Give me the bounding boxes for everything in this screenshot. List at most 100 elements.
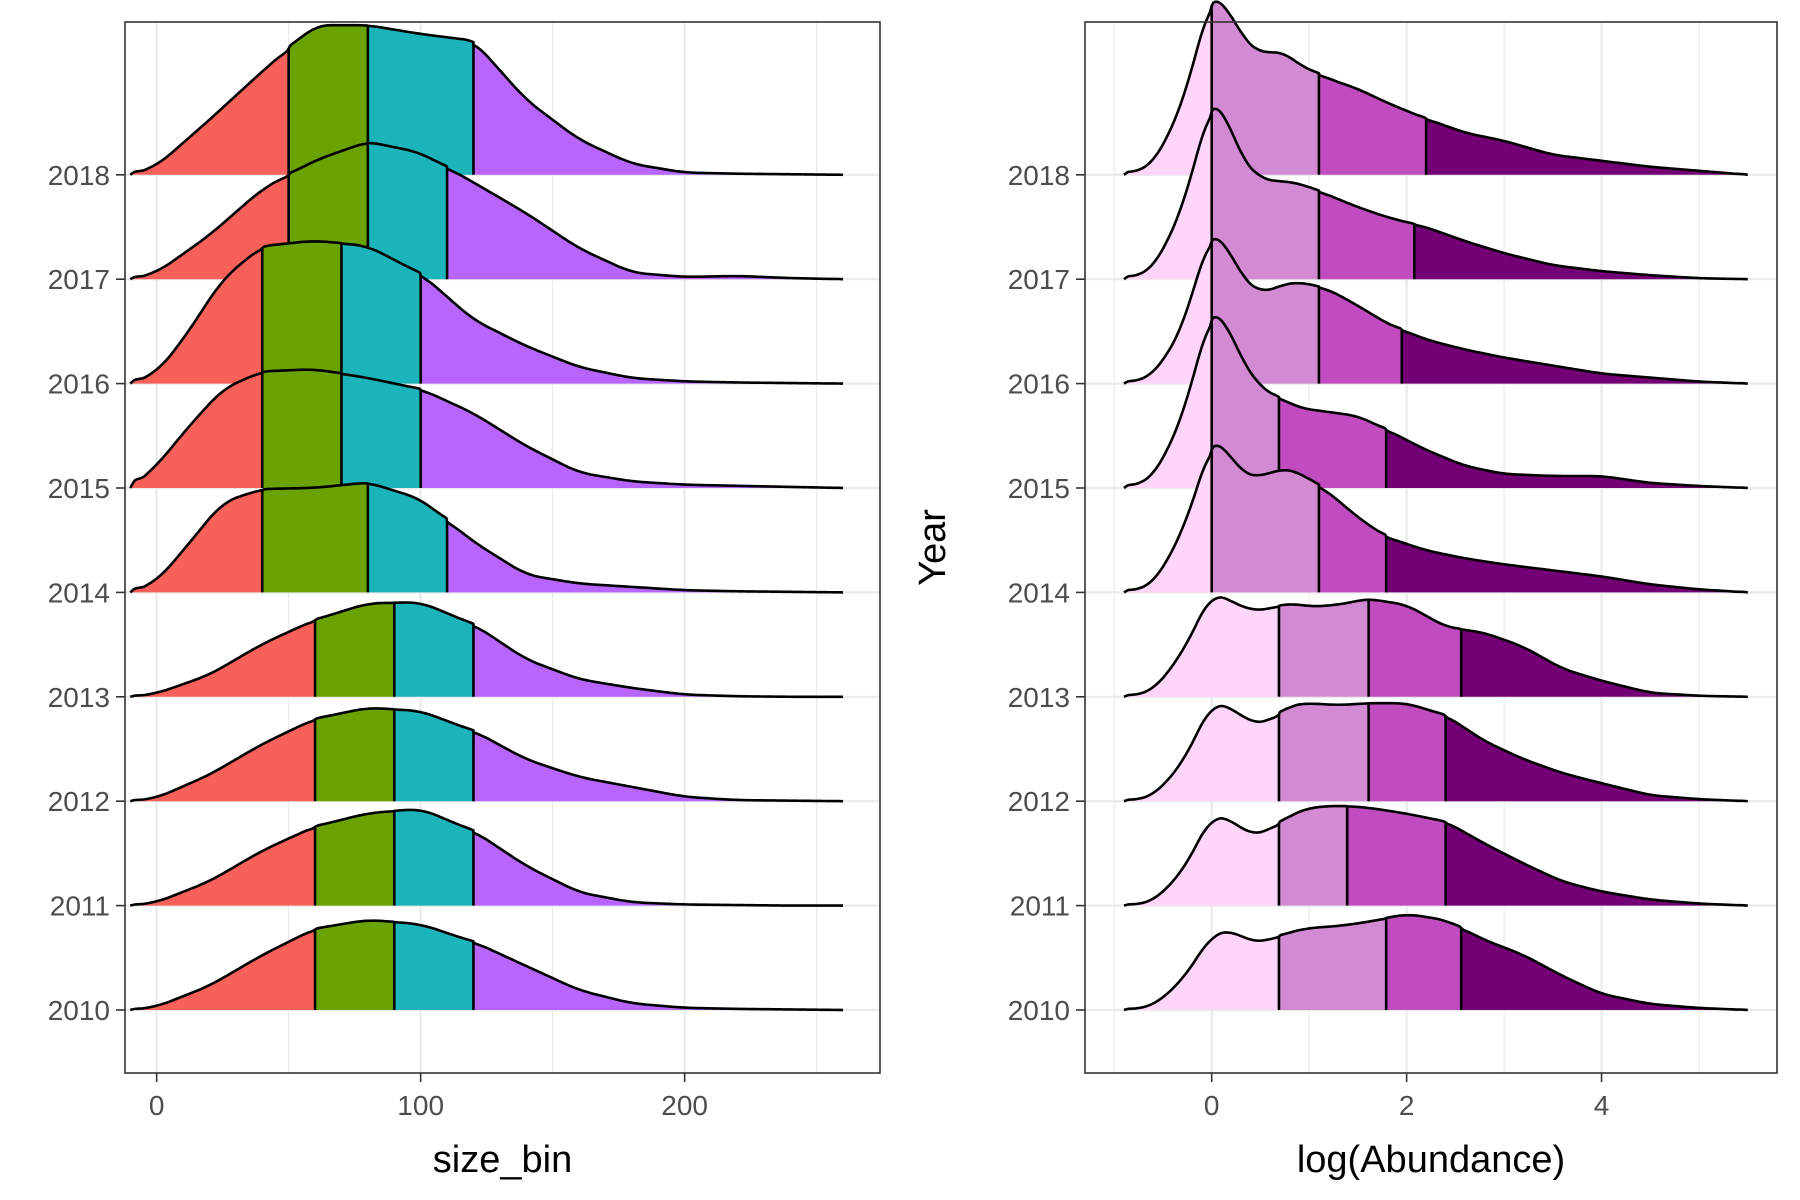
- y-tick-label: 2018: [1008, 160, 1070, 191]
- y-tick-label: 2011: [1010, 891, 1070, 922]
- ridge-2013-quantile-3: [394, 602, 474, 697]
- ridge-2010-quantile-3: [1386, 915, 1462, 1010]
- ridge-2014: [129, 481, 844, 594]
- y-tick-label: 2011: [50, 891, 110, 922]
- ridge-2017-quantile-3: [1318, 190, 1415, 280]
- ridge-2011-outline: [129, 808, 844, 907]
- ridge-2015-quantile-4: [1386, 430, 1748, 488]
- ridge-2011-outline: [1123, 804, 1748, 907]
- ridge-2016-quantile-1: [130, 248, 263, 384]
- ridge-2016-outline: [1123, 237, 1748, 385]
- x-tick-label: 4: [1594, 1090, 1610, 1121]
- ridge-2010-quantile-3: [394, 922, 474, 1010]
- ridge-2016: [1123, 237, 1748, 385]
- log-abundance-y-ticks: 2010 2011 2012 2013 2014 2015 2016 2017 2018: [1008, 160, 1085, 1026]
- ridge-2018: [129, 23, 844, 177]
- y-tick-label: 2015: [1008, 473, 1070, 504]
- log-abundance-panel-border: [1084, 21, 1778, 1074]
- ridge-2016-quantile-2: [1211, 239, 1319, 384]
- ridge-2013-quantile-2: [1278, 599, 1369, 697]
- ridge-2010-outline: [1123, 913, 1748, 1012]
- ridge-2017-quantile-3: [367, 143, 448, 280]
- ridge-2014-quantile-1: [130, 489, 263, 593]
- ridge-2011-quantile-2: [1278, 806, 1348, 906]
- ridge-2013: [129, 601, 844, 699]
- ridge-2010-quantile-2: [315, 920, 395, 1010]
- ridge-2018-outline: [1123, 0, 1748, 177]
- ridge-2017-outline: [129, 141, 844, 281]
- ridge-2014: [1123, 444, 1748, 594]
- ridge-2012-quantile-2: [1278, 703, 1369, 802]
- x-tick-label: 0: [149, 1090, 165, 1121]
- ridge-2013-quantile-4: [1461, 629, 1748, 697]
- ridge-2014-quantile-3: [367, 483, 448, 593]
- y-tick-label: 2010: [48, 995, 110, 1026]
- y-tick-label: 2015: [48, 473, 110, 504]
- ridge-2012: [1123, 701, 1748, 803]
- size-bin-x-axis-title: size_bin: [433, 1139, 572, 1181]
- ridge-2011: [1123, 804, 1748, 907]
- ridge-2010: [1123, 913, 1748, 1012]
- ridge-2012-quantile-3: [1368, 703, 1446, 802]
- log-abundance-ridges: [1123, 0, 1748, 1012]
- ridge-2010-outline: [129, 919, 844, 1012]
- ridge-2013-quantile-1: [1123, 597, 1279, 697]
- ridge-2012-quantile-1: [130, 719, 316, 802]
- ridge-2018-quantile-3: [1318, 73, 1427, 175]
- ridge-2012-quantile-1: [1123, 705, 1279, 802]
- ridge-2017-outline: [1123, 107, 1748, 281]
- ridge-2016: [129, 240, 844, 385]
- size-bin-x-ticks: 0 100 200: [149, 1073, 708, 1121]
- size-bin-panel-border: [124, 21, 881, 1074]
- ridge-2015-quantile-4: [420, 390, 844, 488]
- ridge-2015-quantile-2: [262, 369, 342, 488]
- ridge-2015: [1123, 316, 1748, 490]
- ridge-2016-quantile-1: [1123, 241, 1212, 384]
- ridge-2016-quantile-2: [262, 241, 342, 384]
- y-tick-label: 2017: [1008, 264, 1070, 295]
- y-tick-label: 2017: [48, 264, 110, 295]
- ridge-2015-outline: [1123, 316, 1748, 490]
- ridge-2015-quantile-3: [1278, 397, 1387, 488]
- ridge-2015: [129, 368, 844, 490]
- ridge-2011-quantile-1: [1123, 818, 1279, 906]
- ridge-2010: [129, 919, 844, 1012]
- y-tick-label: 2012: [1008, 786, 1070, 817]
- ridge-2010-quantile-4: [1461, 928, 1748, 1010]
- ridge-2018-quantile-1: [130, 48, 289, 175]
- ridge-2010-quantile-2: [1278, 918, 1387, 1010]
- ridge-2012-quantile-4: [1445, 716, 1748, 802]
- log-abundance-x-axis-title: log(Abundance): [1297, 1139, 1565, 1181]
- size-bin-ridgeline-panel: 0 100 200 2010 2011 2012 2013 2014 2015 2016 2017…: [48, 21, 881, 1181]
- ridge-2015-quantile-1: [1123, 320, 1212, 488]
- ridge-2015-quantile-3: [341, 373, 421, 488]
- y-tick-label: 2012: [48, 786, 110, 817]
- y-tick-label: 2013: [48, 682, 110, 713]
- ridge-2013: [1123, 596, 1748, 699]
- ridge-2014-outline: [1123, 444, 1748, 594]
- ridge-2012-quantile-2: [315, 708, 395, 802]
- ridge-2015-outline: [129, 368, 844, 490]
- ridge-2011: [129, 808, 844, 907]
- ridge-2017-quantile-4: [1414, 224, 1748, 280]
- y-tick-label: 2014: [48, 577, 110, 608]
- ridge-2016-quantile-4: [1401, 329, 1748, 384]
- ridge-2014-quantile-1: [1123, 450, 1212, 593]
- ridge-2018-quantile-2: [288, 25, 368, 175]
- ridge-2018-quantile-2: [1211, 1, 1319, 175]
- ridge-2014-quantile-4: [1386, 536, 1748, 593]
- log-abundance-ridgeline-panel: 0 2 4 2010 2011 2012 2013 2014 2015 2016 2017 2018…: [912, 0, 1778, 1181]
- ridge-2015-quantile-2: [1211, 317, 1279, 488]
- ridge-2014-outline: [129, 481, 844, 594]
- log-abundance-x-ticks: 0 2 4: [1204, 1073, 1609, 1121]
- ridge-2017-quantile-4: [447, 168, 844, 280]
- y-tick-label: 2014: [1008, 577, 1070, 608]
- ridge-2011-quantile-2: [315, 810, 395, 906]
- ridge-2013-outline: [129, 601, 844, 699]
- ridge-2018: [1123, 0, 1748, 177]
- ridge-2014-quantile-3: [1318, 484, 1387, 593]
- ridge-2010-quantile-1: [130, 929, 316, 1010]
- ridge-2011-quantile-4: [1445, 822, 1748, 906]
- ridge-2018-quantile-4: [473, 44, 844, 175]
